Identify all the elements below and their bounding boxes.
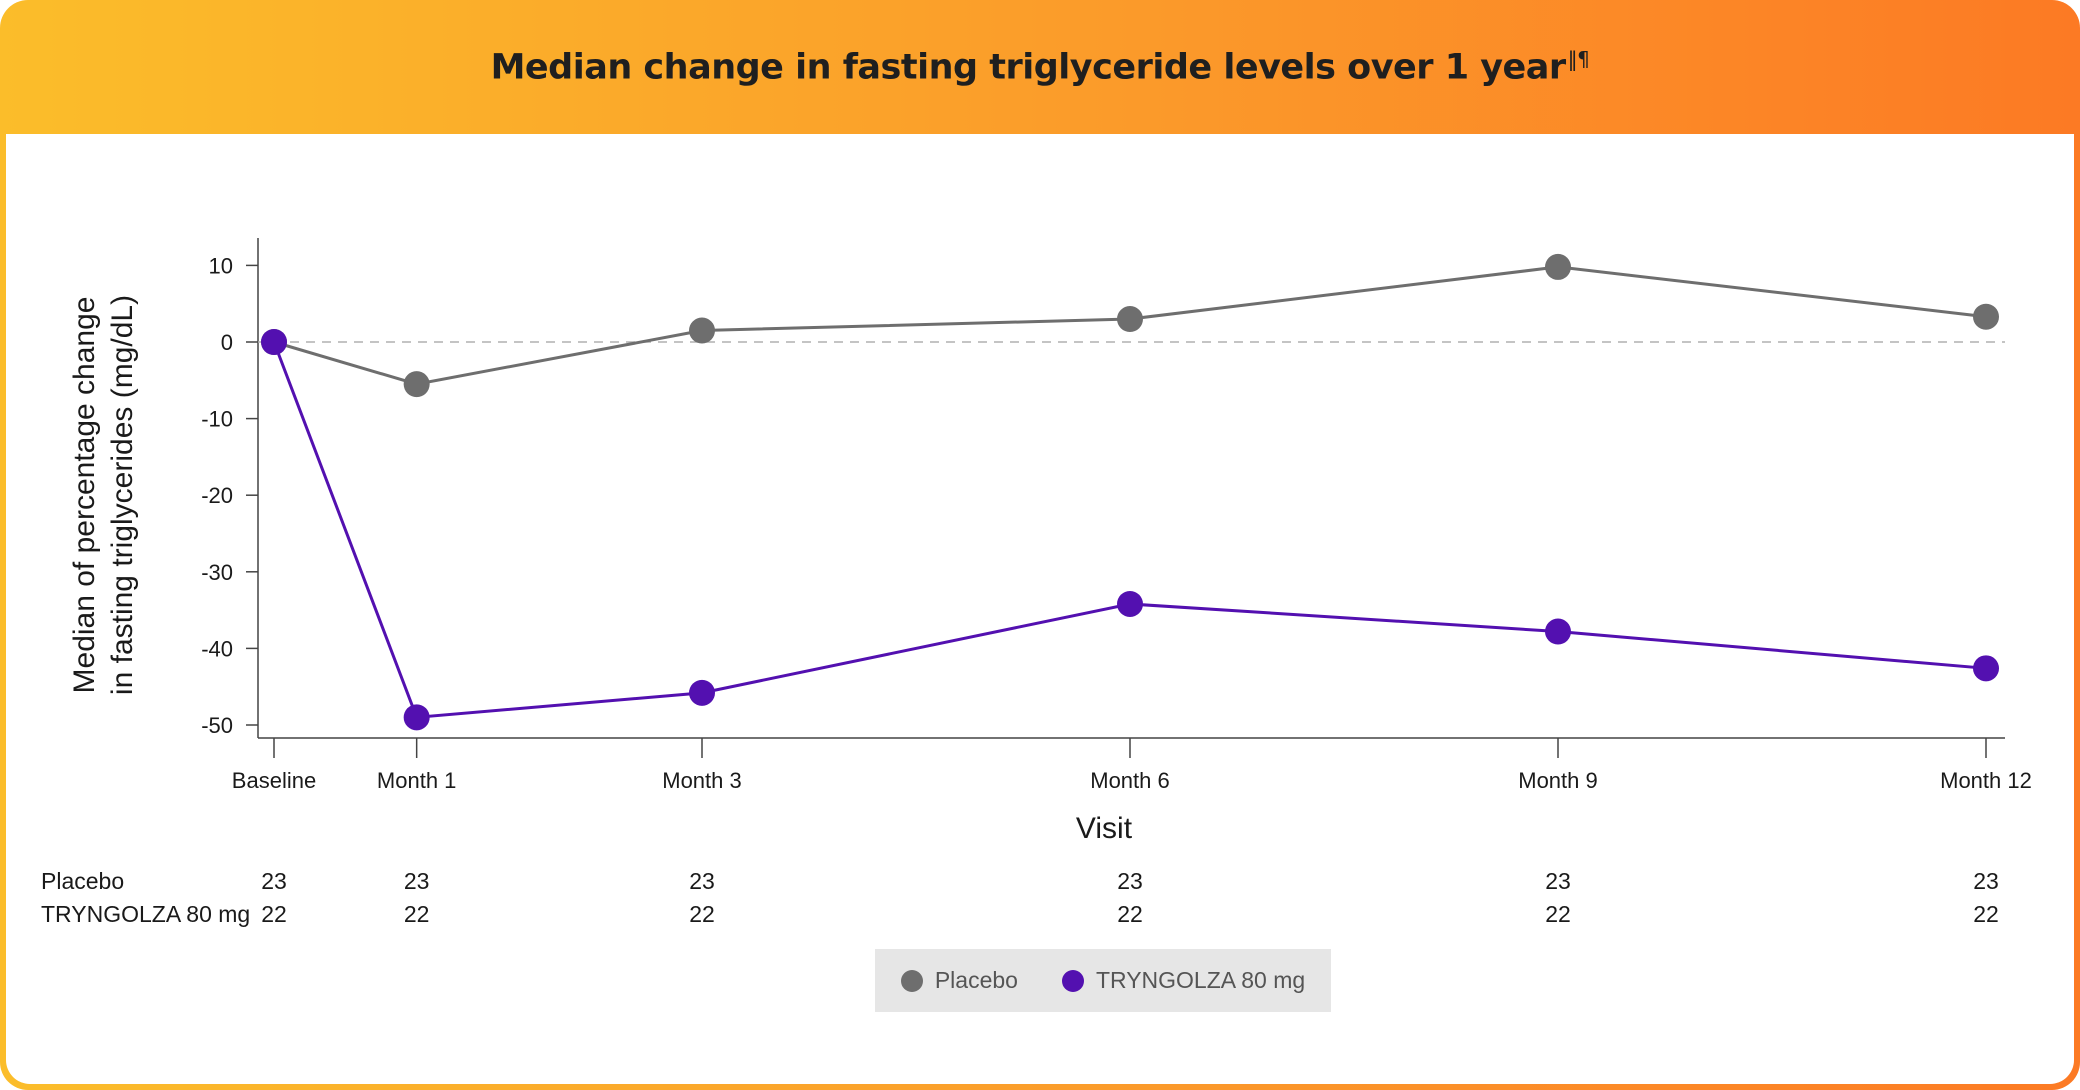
series-placebo xyxy=(261,253,1999,398)
risk-count: 22 xyxy=(1973,901,1999,927)
chart-header: Median change in fasting triglyceride le… xyxy=(0,0,2080,134)
y-tick-label: 0 xyxy=(221,330,233,355)
chart-axes: 10 0 -10 -20 -30 -40 -50 Baseline Month 1 Month 3… xyxy=(68,238,2032,845)
legend-label-placebo: Placebo xyxy=(934,967,1018,993)
x-tick-label: Month 1 xyxy=(377,768,457,793)
risk-count: 23 xyxy=(261,868,287,894)
series-line-tryngolza xyxy=(272,341,1987,719)
chart-legend: Placebo TRYNGOLZA 80 mg xyxy=(875,949,1331,1012)
data-point-tryngolza xyxy=(689,679,715,706)
series-tryngolza xyxy=(261,329,1999,731)
risk-table: Placebo 23 23 23 23 23 23 TRYNGOLZA 80 mg 22 22 22… xyxy=(41,868,1999,927)
chart-title: Median change in fasting triglyceride le… xyxy=(491,47,1590,88)
risk-count: 22 xyxy=(1117,901,1143,927)
risk-count: 23 xyxy=(404,868,430,894)
x-tick-label: Month 6 xyxy=(1090,768,1170,793)
legend-marker-tryngolza xyxy=(1061,969,1084,992)
data-point-placebo xyxy=(1117,306,1143,333)
x-axis-title: Visit xyxy=(1076,812,1133,845)
data-point-placebo xyxy=(1545,253,1571,280)
x-tick-label: Month 12 xyxy=(1940,768,2032,793)
y-tick-label: 10 xyxy=(209,253,233,278)
risk-count: 22 xyxy=(404,901,430,927)
data-point-tryngolza xyxy=(261,329,287,355)
chart-series xyxy=(261,253,1999,731)
legend-item-placebo: Placebo xyxy=(900,967,1018,994)
data-point-tryngolza xyxy=(1117,590,1143,617)
legend-item-tryngolza: TRYNGOLZA 80 mg xyxy=(1061,967,1306,994)
data-point-placebo xyxy=(1973,303,1999,330)
data-point-placebo xyxy=(689,317,715,344)
risk-count: 23 xyxy=(1117,868,1143,894)
risk-count: 22 xyxy=(1545,901,1571,927)
y-tick-label: -50 xyxy=(201,713,233,738)
x-tick-label: Month 3 xyxy=(662,768,742,793)
x-tick-label: Month 9 xyxy=(1518,768,1598,793)
y-tick-label: -10 xyxy=(201,407,233,432)
chart-body xyxy=(6,134,2074,1084)
x-tick-label: Baseline xyxy=(232,768,316,793)
y-axis-title-line1: Median of percentage change xyxy=(68,297,101,694)
legend-marker-placebo xyxy=(900,969,923,992)
y-axis-title-line2: in fasting triglycerides (mg/dL) xyxy=(106,295,139,695)
risk-count: 23 xyxy=(689,868,715,894)
data-point-tryngolza xyxy=(1973,655,1999,682)
risk-row-label: TRYNGOLZA 80 mg xyxy=(41,901,250,927)
risk-count: 23 xyxy=(1973,868,1999,894)
risk-row-label: Placebo xyxy=(41,868,124,894)
series-line-placebo xyxy=(273,265,1987,386)
y-tick-label: -20 xyxy=(201,483,233,508)
y-tick-label: -40 xyxy=(201,636,233,661)
data-point-placebo xyxy=(403,371,430,398)
legend-label-tryngolza: TRYNGOLZA 80 mg xyxy=(1095,967,1306,993)
y-tick-label: -30 xyxy=(201,560,233,585)
risk-count: 22 xyxy=(689,901,715,927)
data-point-tryngolza xyxy=(403,704,430,731)
risk-count: 22 xyxy=(261,901,287,927)
risk-count: 23 xyxy=(1545,868,1571,894)
chart-title-text: Median change in fasting triglyceride le… xyxy=(490,47,1567,88)
title-footnote-marks: ‖¶ xyxy=(1567,46,1590,71)
data-point-tryngolza xyxy=(1545,618,1571,645)
